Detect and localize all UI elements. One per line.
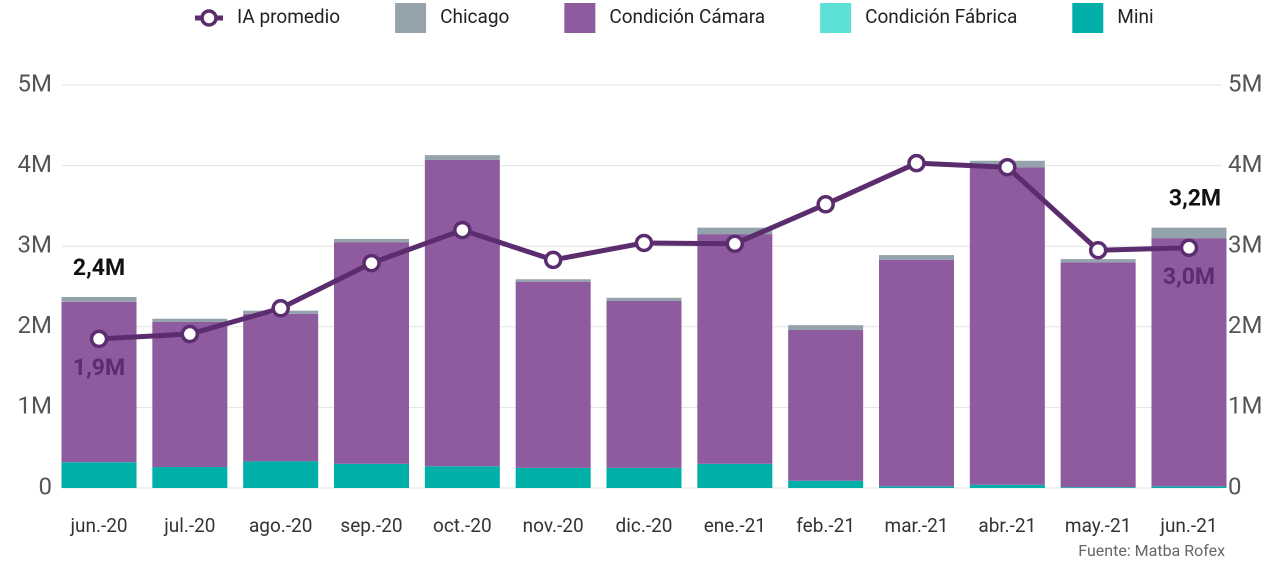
line-marker xyxy=(271,299,290,318)
legend-label: Mini xyxy=(1117,5,1153,28)
bar-segment xyxy=(606,467,682,488)
y-tick-label: 4M xyxy=(18,150,52,178)
y-tick-label: 3M xyxy=(18,231,52,259)
line-marker xyxy=(1179,238,1199,258)
bar-segment xyxy=(61,296,137,302)
y2-tick-label: 5M xyxy=(1228,69,1262,97)
line-marker xyxy=(998,157,1017,177)
bar-segment xyxy=(424,155,500,160)
bar-segment xyxy=(334,242,410,464)
bar-segment xyxy=(606,297,682,302)
bar-segment xyxy=(1151,227,1227,239)
y2-tick-label: 3M xyxy=(1228,231,1262,259)
y-tick-label: 5M xyxy=(18,69,52,97)
x-tick-label: oct.-20 xyxy=(433,514,492,537)
line-value-label: 3,0M xyxy=(1163,263,1215,290)
total-label: 3,2M xyxy=(1169,185,1221,212)
line-marker xyxy=(1088,240,1108,260)
line-marker xyxy=(725,234,745,254)
bar-segment xyxy=(334,238,410,243)
bar-segment xyxy=(243,313,319,462)
bar-segment xyxy=(697,227,773,235)
bar-segment xyxy=(788,330,864,481)
bar-segment xyxy=(243,461,319,488)
legend-swatch xyxy=(1072,3,1104,33)
bar-segment xyxy=(424,466,500,488)
x-tick-label: abr.-21 xyxy=(978,514,1036,537)
legend-label: Condición Fábrica xyxy=(865,5,1017,28)
bar-segment xyxy=(515,279,591,282)
x-tick-label: jun.-21 xyxy=(1159,514,1217,537)
y-tick-label: 2M xyxy=(18,311,52,339)
y2-tick-label: 0 xyxy=(1228,472,1242,500)
line-marker xyxy=(634,233,654,253)
bar-segment xyxy=(515,281,591,468)
line-marker xyxy=(816,195,835,214)
bar-segment xyxy=(515,467,591,488)
legend-label: IA promedio xyxy=(237,5,340,28)
bar-segment xyxy=(152,321,228,468)
bar-segment xyxy=(606,301,682,468)
bar-segment xyxy=(61,301,137,463)
y-tick-label: 1M xyxy=(18,392,52,420)
line-marker xyxy=(543,250,563,270)
x-tick-label: nov.-20 xyxy=(523,514,584,537)
x-tick-label: ene.-21 xyxy=(704,514,766,537)
line-value-label: 1,9M xyxy=(73,354,125,381)
x-tick-label: jun.-20 xyxy=(69,514,127,537)
bar-segment xyxy=(61,462,137,488)
bar-segment xyxy=(697,234,773,464)
bar-segment xyxy=(878,259,954,487)
bar-segment xyxy=(1060,487,1136,488)
legend-label: Chicago xyxy=(440,5,509,28)
x-tick-label: jul.-20 xyxy=(163,514,215,537)
bar-segment xyxy=(152,467,228,488)
source: Fuente: Matba Rofex xyxy=(1078,541,1225,560)
bar-segment xyxy=(1151,238,1227,487)
bar-segment xyxy=(334,463,410,488)
line-marker xyxy=(907,153,926,173)
bar-segment xyxy=(1060,262,1136,488)
line-marker xyxy=(453,220,472,240)
bar-segment xyxy=(1060,259,1136,263)
bar-segment xyxy=(878,255,954,260)
x-tick-label: sep.-20 xyxy=(340,514,402,537)
x-tick-label: may.-21 xyxy=(1065,514,1131,537)
legend-label: Condición Cámara xyxy=(609,5,765,28)
bar-segment xyxy=(788,480,864,488)
x-tick-label: feb.-21 xyxy=(796,514,855,537)
total-label: 2,4M xyxy=(73,254,125,281)
x-tick-label: mar.-21 xyxy=(885,514,949,537)
legend-swatch xyxy=(564,3,596,33)
line-marker xyxy=(89,329,109,349)
line-marker xyxy=(180,324,200,344)
y2-tick-label: 4M xyxy=(1228,150,1262,178)
y2-tick-label: 1M xyxy=(1228,392,1262,420)
bar-segment xyxy=(878,486,954,488)
bar-segment xyxy=(1151,486,1227,488)
y-tick-label: 0 xyxy=(39,472,53,500)
bar-segment xyxy=(969,167,1045,485)
bar-segment xyxy=(424,159,500,467)
x-tick-label: dic.-20 xyxy=(616,514,673,537)
y2-tick-label: 2M xyxy=(1228,311,1262,339)
x-tick-label: ago.-20 xyxy=(249,514,312,537)
legend-marker xyxy=(200,9,218,27)
bar-segment xyxy=(697,463,773,488)
bar-segment xyxy=(969,484,1045,488)
legend-swatch xyxy=(395,3,427,33)
bar-segment xyxy=(152,318,228,322)
line-marker xyxy=(362,253,381,273)
bar-segment xyxy=(788,325,864,331)
legend-swatch xyxy=(820,3,852,33)
